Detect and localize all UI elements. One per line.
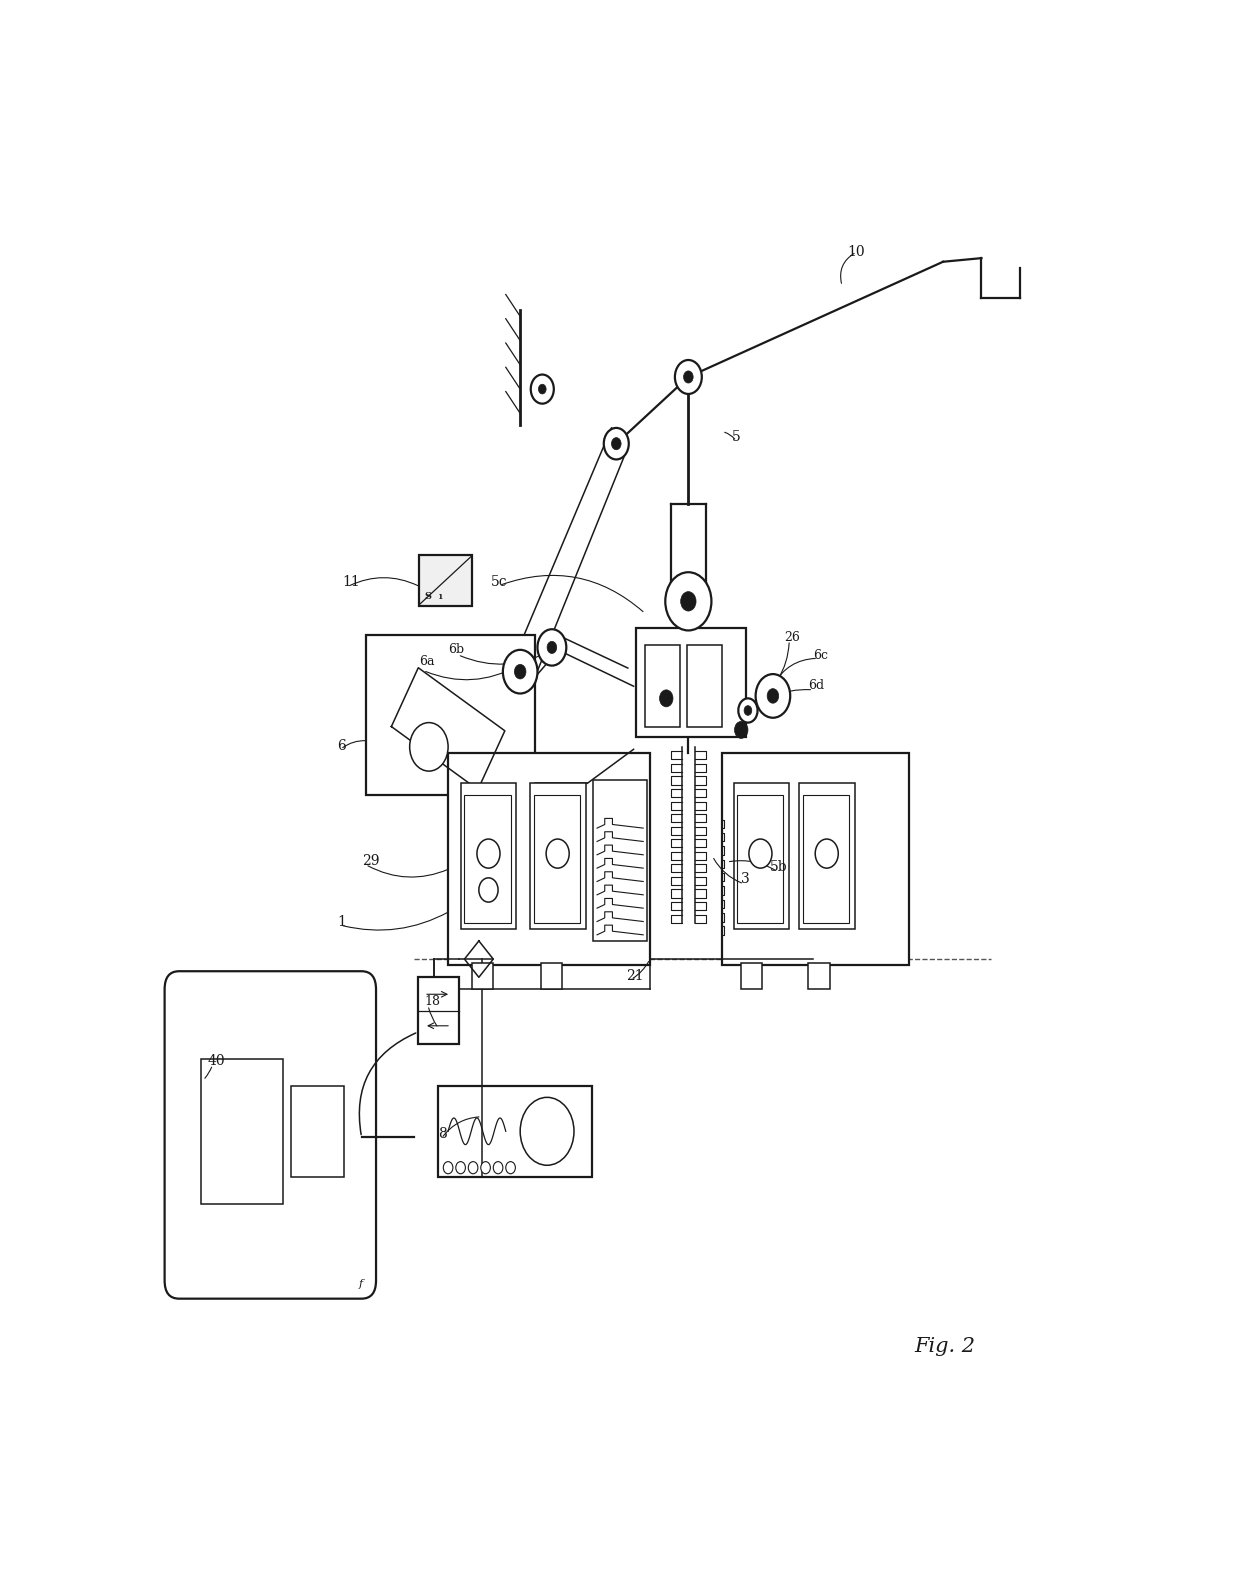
Circle shape (755, 674, 790, 718)
Text: 10: 10 (847, 246, 864, 260)
Text: 6c: 6c (813, 649, 828, 662)
Circle shape (660, 690, 673, 707)
Circle shape (738, 698, 758, 723)
Text: 5: 5 (732, 430, 740, 444)
Bar (802, 795, 849, 923)
Bar (460, 783, 516, 929)
Bar (418, 976, 459, 1044)
Text: f: f (358, 1279, 363, 1288)
Circle shape (521, 1098, 574, 1166)
Circle shape (456, 1162, 465, 1173)
Circle shape (815, 839, 838, 868)
Circle shape (506, 1162, 516, 1173)
Bar (448, 753, 650, 965)
Bar (687, 646, 722, 728)
Circle shape (744, 706, 751, 715)
Bar (465, 795, 511, 923)
Bar (439, 1087, 593, 1178)
Circle shape (444, 1162, 453, 1173)
Circle shape (546, 839, 569, 868)
Bar (472, 962, 494, 989)
Bar (734, 783, 789, 929)
Text: 18: 18 (424, 994, 440, 1008)
Circle shape (547, 641, 557, 654)
Text: 29: 29 (362, 854, 379, 868)
Circle shape (469, 1162, 477, 1173)
Text: 5c: 5c (491, 575, 508, 589)
Bar (742, 962, 763, 989)
Text: 3: 3 (742, 873, 750, 887)
Circle shape (409, 723, 448, 772)
Circle shape (749, 839, 773, 868)
Circle shape (538, 384, 546, 394)
Circle shape (734, 721, 748, 739)
Circle shape (494, 1162, 503, 1173)
Circle shape (666, 572, 712, 630)
Bar (533, 795, 580, 923)
Bar (291, 1087, 345, 1178)
Bar (201, 1058, 283, 1203)
Text: 1: 1 (337, 915, 346, 929)
Text: 5b: 5b (770, 860, 787, 874)
Circle shape (531, 375, 554, 403)
Text: 21: 21 (626, 969, 644, 983)
Bar (529, 783, 585, 929)
Text: 11: 11 (342, 575, 360, 589)
Circle shape (515, 665, 526, 679)
Text: 6d: 6d (808, 679, 825, 693)
Circle shape (683, 370, 693, 383)
Bar (645, 646, 680, 728)
Bar (419, 556, 472, 606)
Text: S: S (424, 592, 432, 602)
Bar (722, 753, 909, 965)
Circle shape (503, 650, 537, 693)
Text: Fig. 2: Fig. 2 (914, 1337, 975, 1356)
Circle shape (477, 839, 500, 868)
Bar (542, 962, 563, 989)
Bar (808, 962, 830, 989)
Circle shape (611, 438, 621, 450)
Text: 26: 26 (785, 630, 800, 644)
Circle shape (768, 688, 779, 702)
FancyBboxPatch shape (165, 972, 376, 1299)
Text: 8: 8 (439, 1128, 448, 1140)
Bar (799, 783, 854, 929)
Bar (738, 795, 784, 923)
Circle shape (675, 361, 702, 394)
Bar (635, 628, 746, 737)
Circle shape (604, 428, 629, 460)
Circle shape (481, 1162, 490, 1173)
Circle shape (681, 592, 696, 611)
Circle shape (479, 877, 498, 902)
Bar (367, 635, 534, 795)
Circle shape (537, 630, 567, 666)
Text: 1: 1 (436, 594, 441, 602)
Text: 6: 6 (337, 739, 346, 753)
Bar (593, 780, 647, 940)
Text: 6b: 6b (448, 643, 464, 655)
Text: 6a: 6a (419, 655, 435, 668)
Text: 40: 40 (208, 1054, 226, 1068)
